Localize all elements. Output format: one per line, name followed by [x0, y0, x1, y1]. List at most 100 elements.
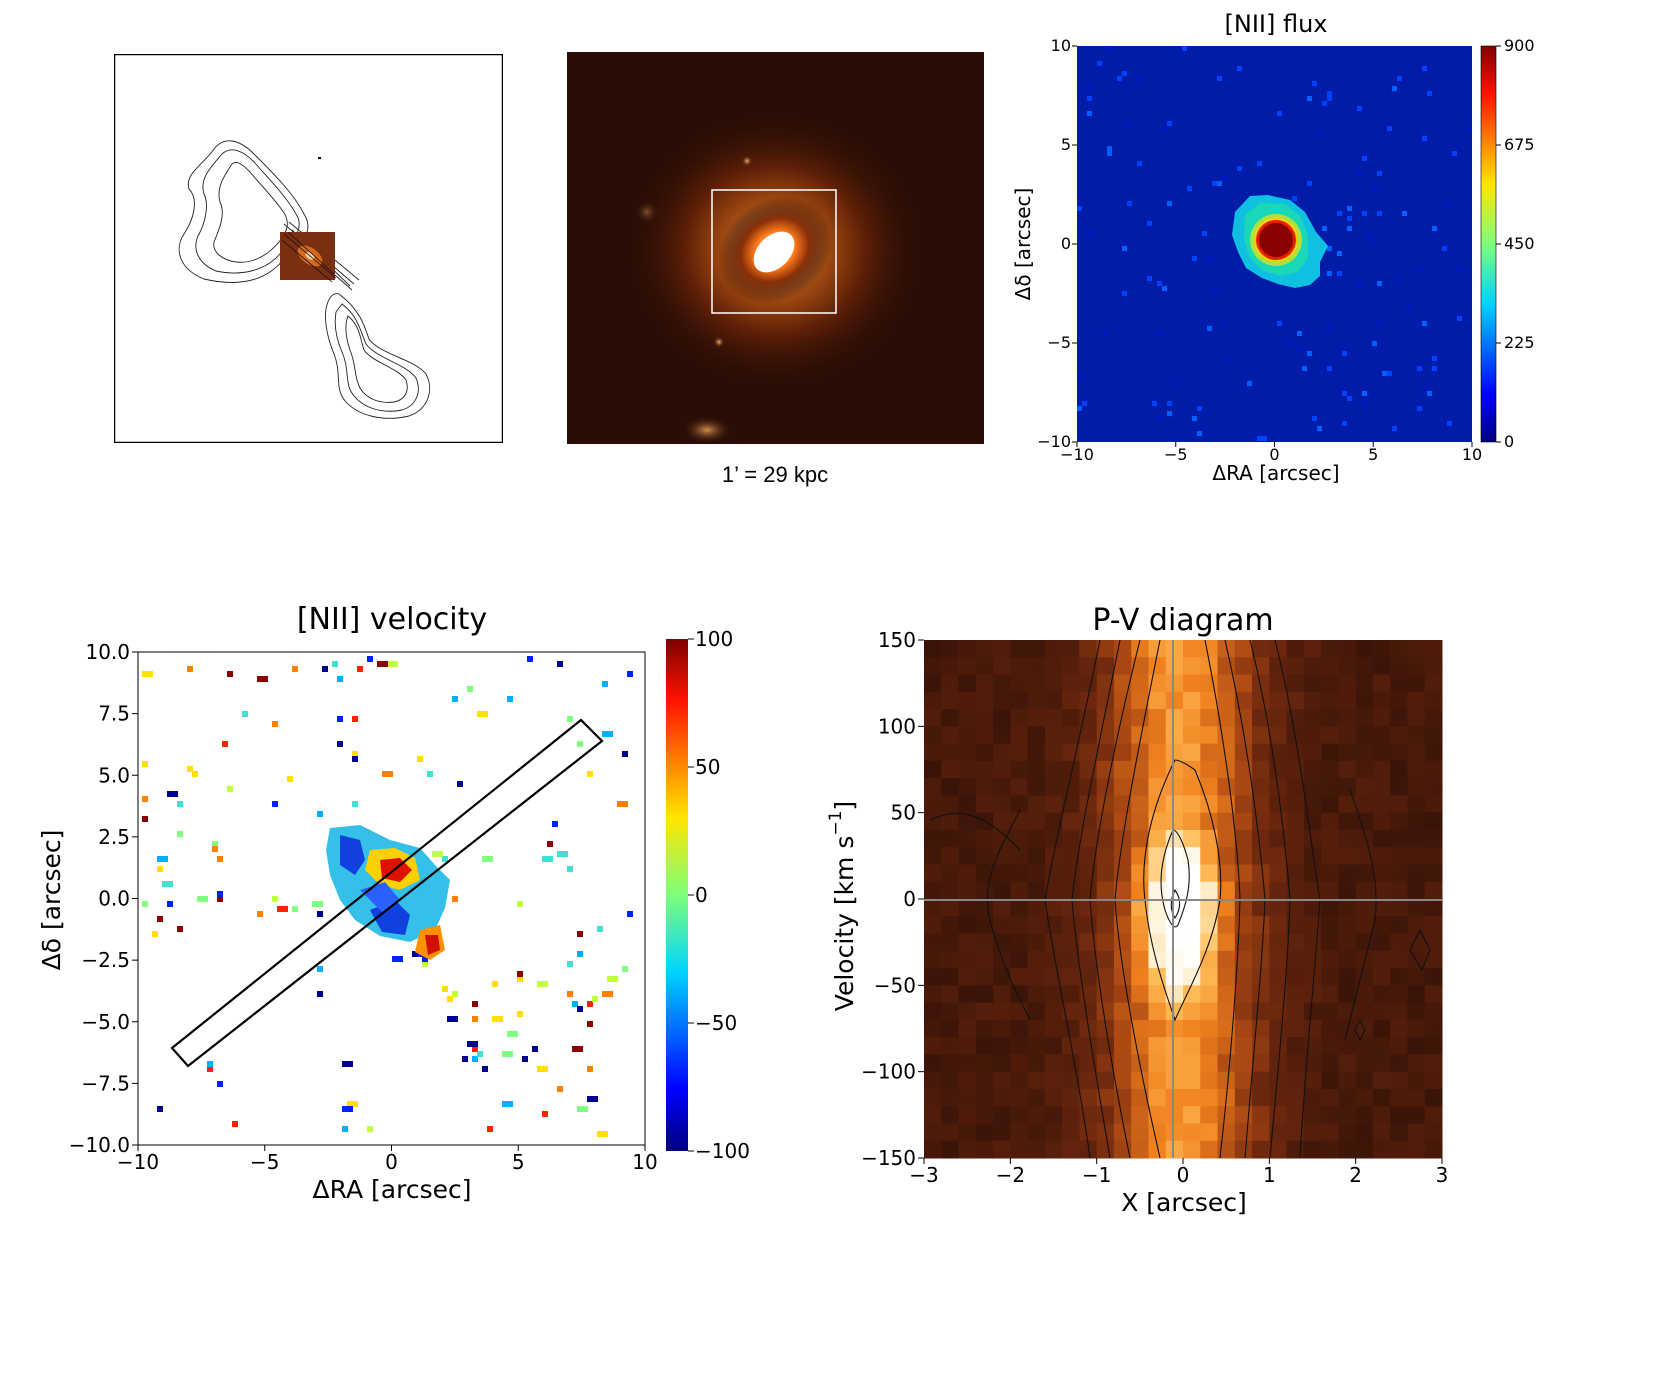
velocity-pixel [572, 1001, 578, 1007]
pv-pixel [1131, 812, 1149, 831]
pv-pixel [975, 1140, 994, 1159]
pv-pixel [1027, 950, 1046, 969]
pv-pixel [1165, 916, 1184, 935]
pv-pixel [1269, 881, 1288, 900]
pv-pixel [1269, 1088, 1288, 1107]
pv-pixel [1372, 657, 1391, 676]
velocity-pixel [442, 856, 448, 862]
pv-pixel [993, 916, 1011, 935]
pv-pixel [1338, 1106, 1357, 1124]
flux-pixel [1187, 186, 1192, 191]
pv-pixel [1165, 1037, 1184, 1055]
velocity-pixel [197, 896, 208, 902]
velocity-pixel [447, 996, 453, 1002]
pv-pixel [924, 864, 942, 883]
pv-pixel [958, 933, 977, 952]
flux-pixel [1427, 91, 1432, 96]
pv-pixel [1355, 1054, 1374, 1073]
flux-pixel [1192, 416, 1197, 421]
pv-pixel [1010, 812, 1029, 831]
pv-pixel [1338, 985, 1357, 1004]
pv-pixel [1148, 726, 1167, 745]
pv-pixel [1303, 847, 1322, 865]
pv-pixel [1165, 674, 1184, 693]
pv-pixel [1010, 795, 1029, 814]
pv-pixel [1355, 674, 1374, 693]
pv-pixel [1234, 847, 1253, 865]
pv-pixel [1390, 812, 1408, 831]
velocity-pixel [342, 1126, 348, 1132]
pv-pixel [1252, 1054, 1270, 1073]
pv-pixel [1010, 1123, 1029, 1142]
velocity-pixel [567, 991, 573, 997]
flux-pixel [1367, 236, 1372, 241]
pv-pixel [1234, 743, 1253, 762]
velocity-pixel [152, 931, 158, 937]
flux-pixel [1222, 176, 1227, 181]
pv-pixel [1217, 709, 1236, 727]
pv-pixel [958, 691, 977, 710]
pv-pixel [1044, 657, 1063, 676]
pv-pixel [975, 847, 994, 865]
pv-pixel [1424, 968, 1443, 986]
pv-pixel [1252, 795, 1270, 814]
flux-pixel [1152, 401, 1157, 406]
pv-pixel [1372, 968, 1391, 986]
pv-pixel [1200, 726, 1219, 745]
pv-pixel [1044, 778, 1063, 796]
pv-pixel [1424, 933, 1443, 952]
velocity-pixel [592, 996, 598, 1002]
pv-pixel [1096, 1054, 1115, 1073]
pv-pixel [1096, 847, 1115, 865]
pv-pixel [1010, 640, 1029, 658]
pv-pixel [1355, 1088, 1374, 1107]
pv-pixel [1303, 950, 1322, 969]
pv-pixel [958, 709, 977, 727]
flux-pixel [1432, 356, 1437, 361]
pv-pixel [1217, 985, 1236, 1004]
pv-pixel [1217, 812, 1236, 831]
pv-y-tick-label: 0 [903, 887, 916, 911]
flux-pixel [1307, 181, 1312, 186]
pv-pixel [1286, 881, 1305, 900]
flux-pixel [1157, 416, 1162, 421]
velocity-pixel [312, 901, 323, 907]
pv-pixel [1079, 881, 1098, 900]
pv-pixel [1372, 778, 1391, 796]
pv-pixel [1321, 795, 1339, 814]
velocity-y-tick-label: 5.0 [98, 763, 130, 787]
pv-pixel [1010, 743, 1029, 762]
pv-pixel [1044, 743, 1063, 762]
pv-pixel [975, 1019, 994, 1038]
pv-pixel [1286, 1037, 1305, 1055]
flux-pixel [1467, 126, 1472, 131]
velocity-pixel [482, 856, 493, 862]
pv-pixel [1027, 743, 1046, 762]
flux-pixel [1327, 246, 1332, 251]
pv-pixel [1424, 881, 1443, 900]
velocity-x-tick-label: −10 [117, 1150, 159, 1174]
flux-y-tick-label: −5 [1047, 333, 1071, 352]
pv-pixel [1027, 1140, 1046, 1159]
pv-pixel [1131, 726, 1149, 745]
pv-pixel [1234, 674, 1253, 693]
pv-pixel [1217, 847, 1236, 865]
pv-pixel [1010, 968, 1029, 986]
pv-pixel [1286, 950, 1305, 969]
pv-pixel [1286, 1140, 1305, 1159]
pv-pixel [975, 968, 994, 986]
pv-pixel [1234, 1019, 1253, 1038]
pv-pixel [1079, 691, 1098, 710]
pv-pixel [1234, 985, 1253, 1004]
velocity-pixel [317, 911, 323, 917]
pv-pixel [1286, 795, 1305, 814]
pv-pixel [1096, 933, 1115, 952]
flux-pixel [1397, 76, 1402, 81]
velocity-pixel [382, 771, 393, 777]
velocity-pixel [542, 856, 553, 862]
pv-pixel [1044, 1019, 1063, 1038]
pv-pixel [1200, 1071, 1219, 1090]
pv-pixel [1286, 709, 1305, 727]
velocity-map-panel: [NII] velocity −10 −5 0 5 10 10.0 7.5 5.0 2.5 0.… [30, 590, 790, 1210]
pv-pixel [1165, 691, 1184, 710]
